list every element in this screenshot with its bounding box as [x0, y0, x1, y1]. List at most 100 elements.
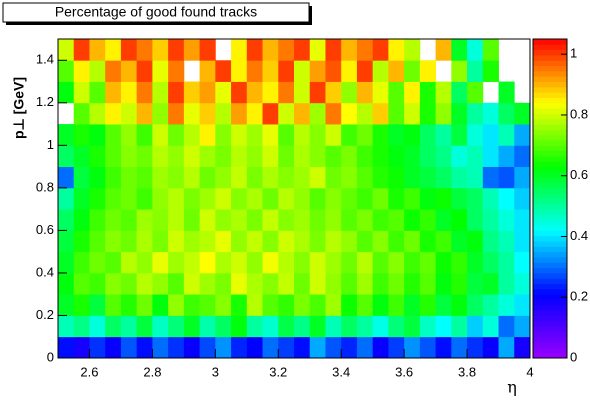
- heatmap-cell: [356, 315, 374, 338]
- heatmap-cell: [105, 124, 122, 146]
- heatmap-cell: [341, 336, 358, 359]
- heatmap-cell: [168, 166, 185, 189]
- colorbar-step: [533, 97, 567, 104]
- heatmap-cell: [183, 209, 200, 231]
- heatmap-cell: [451, 294, 468, 316]
- heatmap-cell: [325, 251, 342, 274]
- heatmap-cell: [278, 102, 295, 125]
- heatmap-cell: [246, 336, 263, 359]
- heatmap-cell: [309, 102, 326, 125]
- colorbar-step: [533, 230, 567, 237]
- heatmap-cell: [215, 315, 232, 338]
- chart-title: Percentage of good found tracks: [55, 4, 257, 20]
- heatmap-cell: [356, 294, 374, 316]
- heatmap-cell: [325, 209, 342, 231]
- heatmap-cell: [262, 145, 279, 167]
- heatmap-cell: [58, 336, 75, 359]
- colorbar-step: [533, 39, 567, 45]
- colorbar-step: [533, 241, 567, 247]
- heatmap-cell: [435, 336, 452, 359]
- heatmap-cell: [262, 187, 279, 210]
- heatmap-cell: [262, 251, 279, 274]
- heatmap-cell: [262, 315, 279, 338]
- x-tick-label: 3.4: [332, 364, 350, 379]
- heatmap-cell: [325, 60, 342, 82]
- heatmap-cell: [89, 166, 106, 189]
- colorbar-step: [533, 177, 567, 184]
- heatmap-cell: [89, 60, 106, 82]
- colorbar-tick-label: 0.4: [570, 228, 588, 243]
- heatmap-cell: [356, 60, 374, 82]
- heatmap-cell: [136, 102, 153, 125]
- heatmap-cell: [388, 81, 405, 104]
- heatmap-cell: [451, 102, 468, 125]
- heatmap-cell: [467, 251, 484, 274]
- heatmap-cell: [199, 315, 216, 338]
- heatmap-cell: [356, 230, 374, 253]
- y-tick-label: 0.8: [36, 179, 54, 194]
- heatmap-cell: [73, 60, 90, 82]
- heatmap-cell: [231, 251, 248, 274]
- heatmap-cell: [215, 81, 232, 104]
- heatmap-cell: [105, 102, 122, 125]
- colorbar-step: [533, 256, 567, 263]
- heatmap-cell: [341, 124, 358, 146]
- heatmap-cell: [325, 102, 342, 125]
- heatmap-cell: [325, 145, 342, 167]
- colorbar-step: [533, 203, 567, 210]
- heatmap-cell: [246, 187, 263, 210]
- heatmap-cell: [58, 124, 75, 146]
- heatmap-cell: [183, 81, 200, 104]
- heatmap-cell: [467, 60, 484, 82]
- colorbar-step: [533, 246, 567, 253]
- heatmap-cell: [341, 60, 358, 82]
- heatmap-cell: [482, 166, 499, 189]
- heatmap-cell: [482, 315, 499, 338]
- y-tick-label: 1.2: [36, 94, 54, 109]
- heatmap-cell: [215, 124, 232, 146]
- heatmap-cell: [152, 336, 169, 359]
- heatmap-cell: [294, 336, 311, 359]
- heatmap-cell: [451, 124, 468, 146]
- heatmap-cell: [73, 294, 90, 316]
- heatmap-cell: [404, 315, 421, 338]
- heatmap-cell: [388, 336, 405, 359]
- heatmap-cell: [309, 315, 326, 338]
- heatmap-cell: [309, 81, 326, 104]
- heatmap-cell: [404, 81, 421, 104]
- heatmap-cell: [199, 187, 216, 210]
- heatmap-cell: [73, 124, 90, 146]
- heatmap-cell: [341, 230, 358, 253]
- heatmap-cell: [199, 39, 216, 61]
- x-tick-label: 4: [526, 364, 533, 379]
- heatmap-cell: [262, 209, 279, 231]
- heatmap-cell: [231, 315, 248, 338]
- heatmap-cell: [183, 294, 200, 316]
- colorbar-step: [533, 65, 567, 72]
- heatmap-cell: [309, 145, 326, 167]
- heatmap-cell: [215, 230, 232, 253]
- heatmap-cell: [168, 102, 185, 125]
- heatmap-cell: [89, 336, 106, 359]
- heatmap-cell: [419, 102, 436, 125]
- heatmap-cell: [168, 336, 185, 359]
- heatmap-cell: [152, 81, 169, 104]
- heatmap-cell: [435, 124, 452, 146]
- heatmap-cell: [120, 294, 138, 316]
- heatmap-cell: [341, 251, 358, 274]
- colorbar-step: [533, 283, 567, 290]
- heatmap-cell: [356, 209, 374, 231]
- heatmap-cell: [246, 315, 263, 338]
- heatmap-cell: [498, 124, 515, 146]
- heatmap-cell: [246, 251, 263, 274]
- heatmap-cell: [341, 209, 358, 231]
- heatmap-cell: [136, 60, 153, 82]
- heatmap-cell: [152, 272, 169, 295]
- x-tick-label: 3.8: [458, 364, 476, 379]
- heatmap-cell: [514, 209, 531, 231]
- heatmap-cell: [136, 209, 153, 231]
- heatmap-cell: [168, 39, 185, 61]
- heatmap-cell: [419, 294, 436, 316]
- colorbar-tick-label: 0.6: [570, 167, 588, 182]
- heatmap-cell: [105, 39, 122, 61]
